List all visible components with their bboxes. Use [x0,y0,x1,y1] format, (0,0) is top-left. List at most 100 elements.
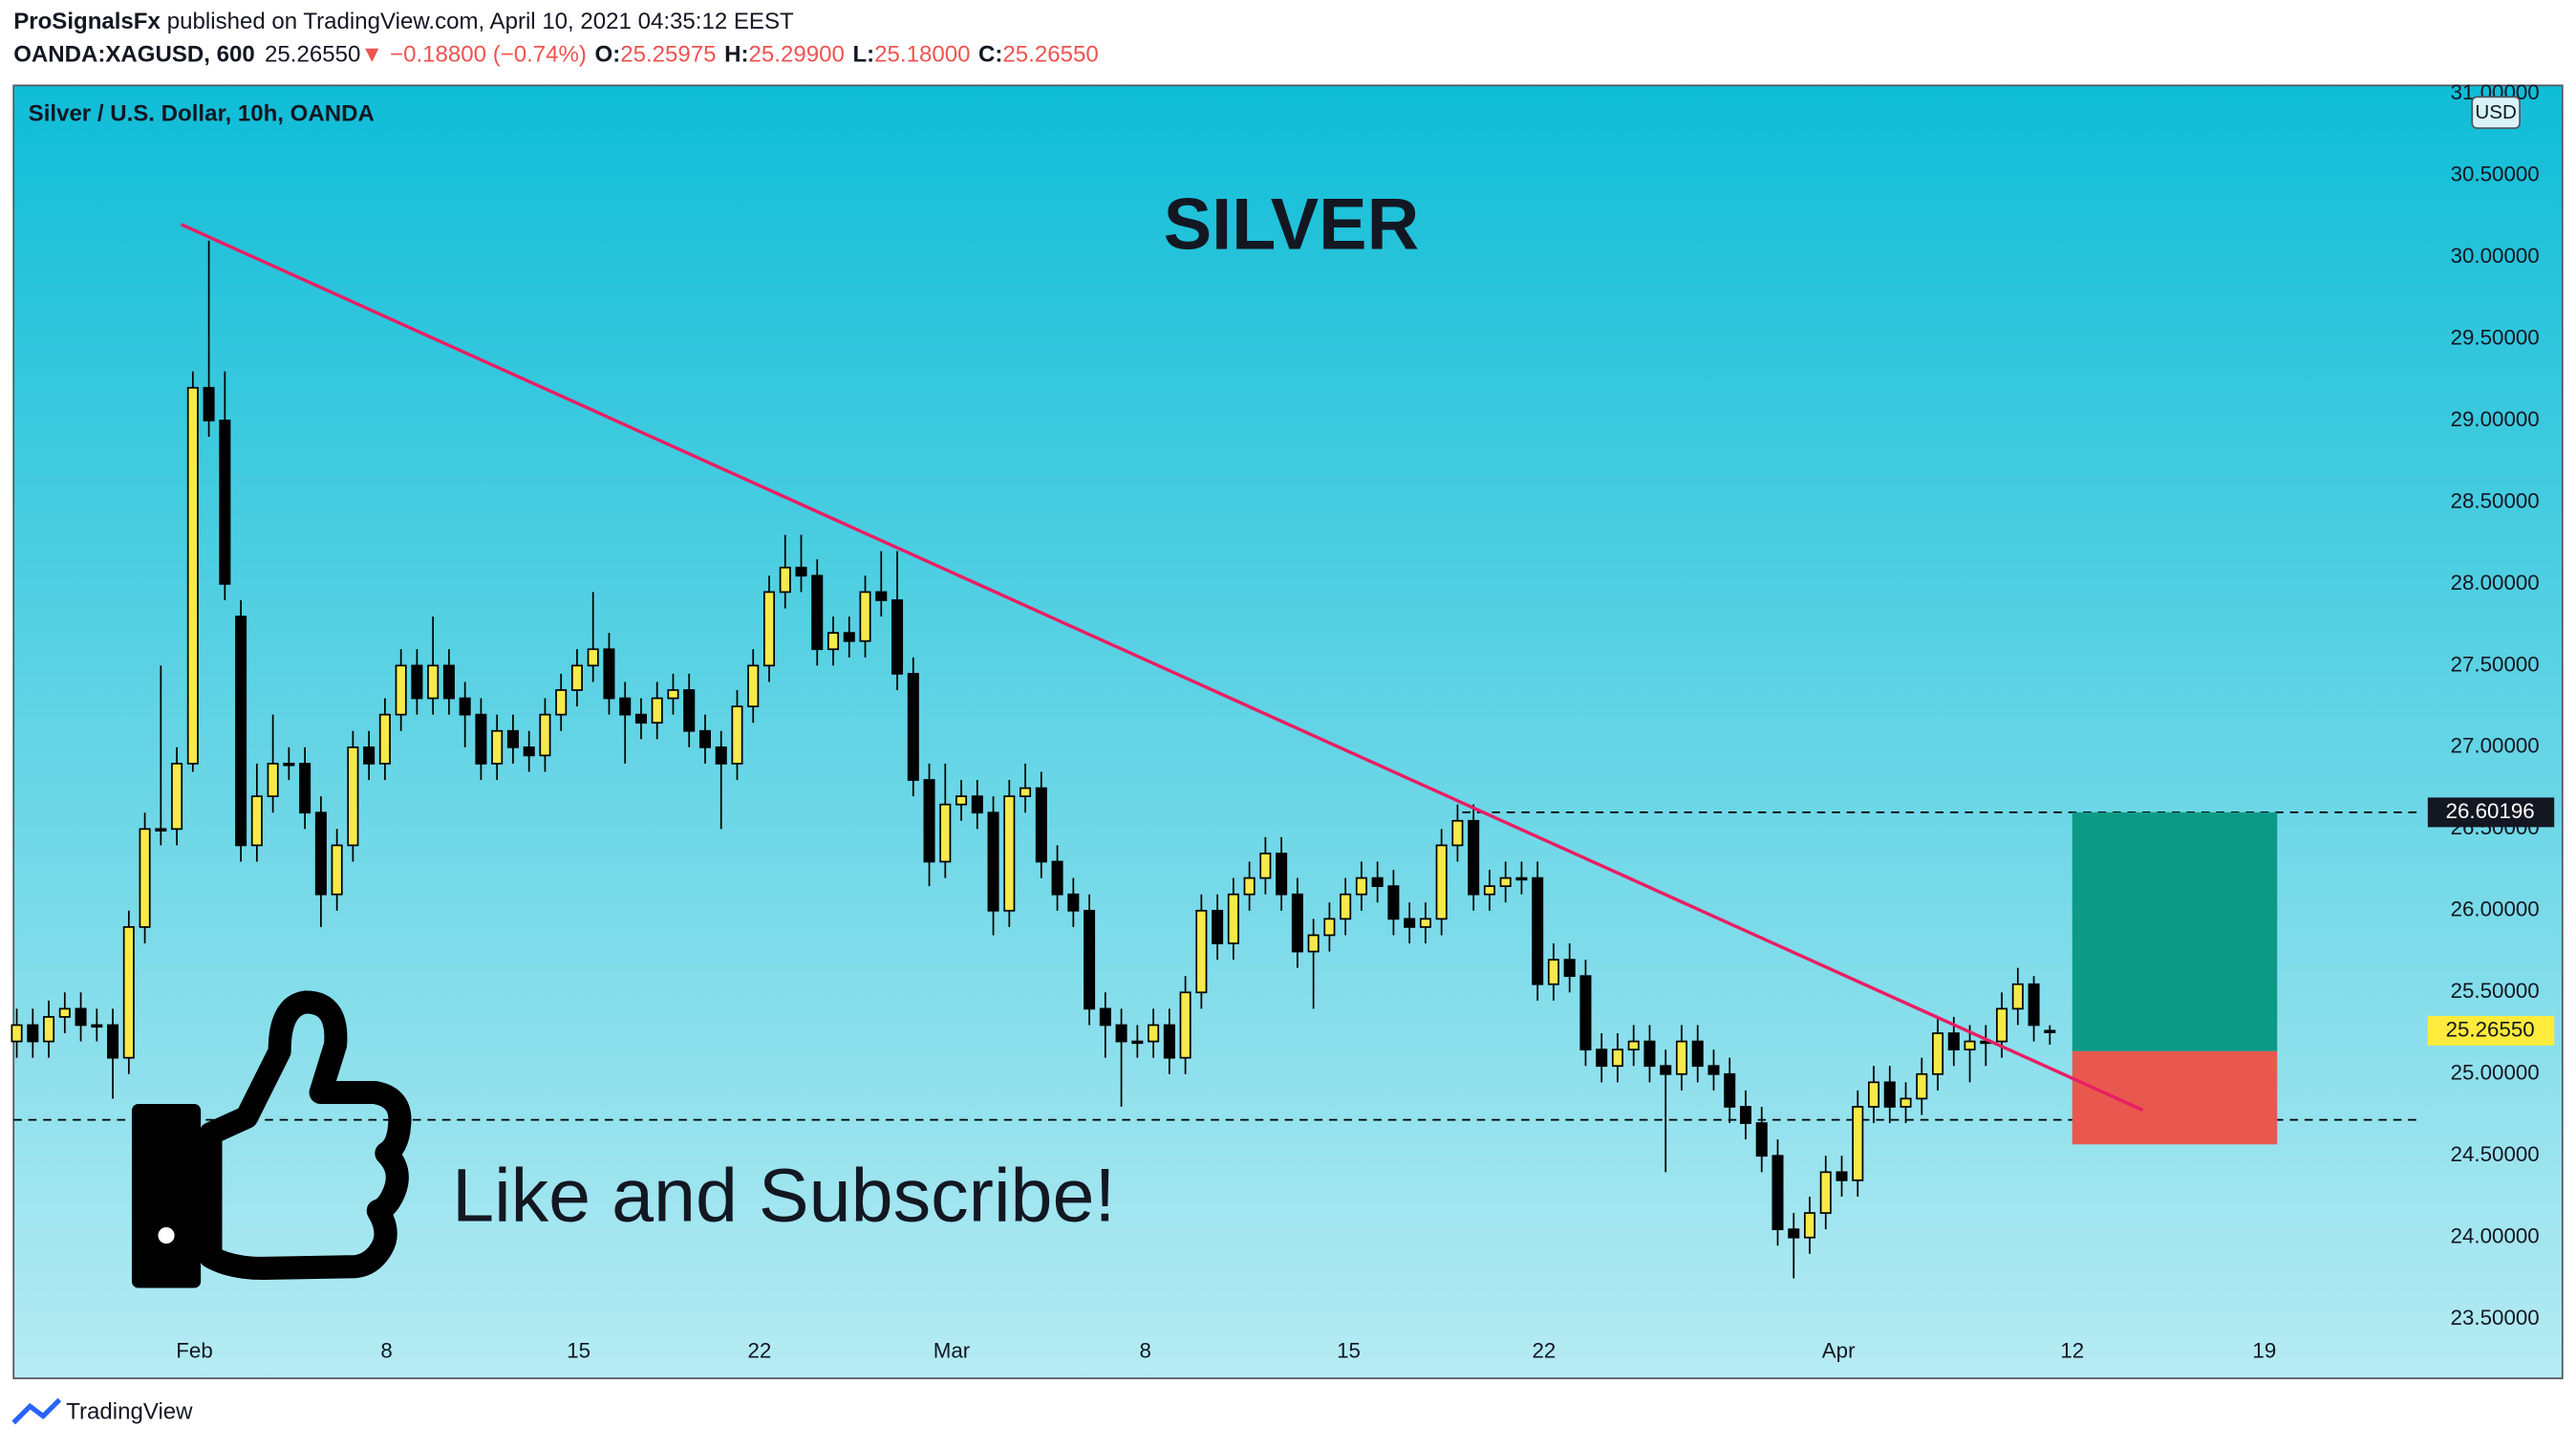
candle-body [186,386,199,765]
candle-body [1387,885,1400,920]
candle-body [1739,1106,1752,1124]
candle-body [1340,893,1352,920]
candle-body [250,795,263,847]
candle-body [1947,1032,1960,1050]
x-tick-label: 12 [2060,1338,2084,1362]
candle-body [267,763,279,797]
candle-body [1323,918,1336,937]
loss-zone [2072,1050,2278,1145]
candle-body [1084,909,1096,1010]
candle-body [411,664,423,700]
candle-body [826,632,840,651]
candle-body [1003,795,1016,912]
candle-body [1579,975,1592,1050]
candle-body [378,713,391,765]
candle-body [1932,1032,1944,1075]
price-badge [2427,797,2555,828]
x-tick-label: 22 [748,1338,772,1362]
candle-body [1227,893,1239,944]
candle-body [555,689,568,716]
candle-body [1916,1072,1928,1100]
candle-body [1163,1024,1175,1059]
candle-body [235,616,247,847]
price-badge-label: 25.26550 [2446,1017,2535,1041]
candle-body [1900,1097,1912,1108]
candle-body [1852,1106,1864,1181]
candle-body [506,729,519,748]
candle-body [1067,893,1080,912]
candle-body [1148,1024,1160,1043]
candle-body [603,648,615,700]
candle-body [1291,893,1303,953]
candle-body [1404,918,1416,928]
x-tick-label: Feb [176,1338,212,1362]
candle-body [539,713,551,757]
candle-body [1996,1007,2008,1043]
candle-body [875,591,888,601]
y-tick-label: 30.00000 [2451,244,2540,268]
candle-body [1195,909,1208,994]
thumbs-up-icon [131,990,412,1288]
candle-body [843,632,855,642]
candle-body [762,591,776,667]
candle-body [1099,1007,1111,1027]
ohlc-value: 25.29900 [749,42,845,68]
candle-body [122,926,135,1059]
symbol: OANDA:XAGUSD, 600 [13,42,255,68]
candle-body [107,1024,119,1059]
candle-body [1115,1024,1127,1043]
candle-body [1243,876,1256,896]
candle-body [971,795,983,814]
candle-body [1883,1081,1896,1108]
ohlc-label: H: [724,42,748,68]
candle-body [347,746,359,847]
candle-body [1868,1081,1880,1108]
price-badge [2427,1015,2555,1046]
candle-body [1179,991,1191,1059]
y-tick-label: 24.00000 [2451,1224,2540,1248]
x-tick-label: 15 [1337,1338,1361,1362]
chart-frame [12,84,2564,1379]
candle-body [139,828,151,928]
candle-body [1020,787,1032,797]
icon-dot [158,1226,175,1244]
last-price: 25.26550 [265,42,360,68]
candle-body [1563,959,1576,978]
candle-body [1131,1040,1144,1045]
ohlc-value: 25.18000 [874,42,970,68]
candle-body [219,420,231,585]
candle-body [1468,819,1480,896]
candle-body [2044,1029,2056,1033]
candle-body [1259,853,1272,879]
icon-cuff [131,1104,202,1288]
chart-title: SILVER [1164,185,1419,266]
candle-body [203,386,215,422]
candle-body [907,673,919,781]
y-tick-label: 27.50000 [2451,652,2540,676]
candle-body [442,664,455,700]
x-tick-label: Apr [1822,1338,1856,1362]
candle-body [587,648,599,667]
candle-body [155,828,167,832]
legend: Silver / U.S. Dollar, 10h, OANDA [29,101,375,127]
y-tick-label: 29.00000 [2451,407,2540,431]
candle-body [683,689,696,732]
candle-body [1532,876,1544,985]
candle-body [27,1024,39,1043]
candle-body [651,697,663,724]
candle-body [283,763,295,767]
candle-body [619,697,632,716]
candle-body [91,1024,103,1028]
symbol-line: OANDA:XAGUSD, 600 25.26550▼ −0.18800 (−0.7… [13,42,1099,68]
candle-body [570,664,583,691]
candle-body [11,1024,23,1043]
y-tick-label: 30.50000 [2451,162,2540,185]
ohlc-label: C: [978,42,1002,68]
candle-body [859,591,871,642]
candle-body [58,1007,71,1018]
y-tick-label: 28.50000 [2451,488,2540,512]
candle-body [1307,934,1320,953]
candle-body [475,713,487,765]
candle-body [1675,1040,1688,1075]
